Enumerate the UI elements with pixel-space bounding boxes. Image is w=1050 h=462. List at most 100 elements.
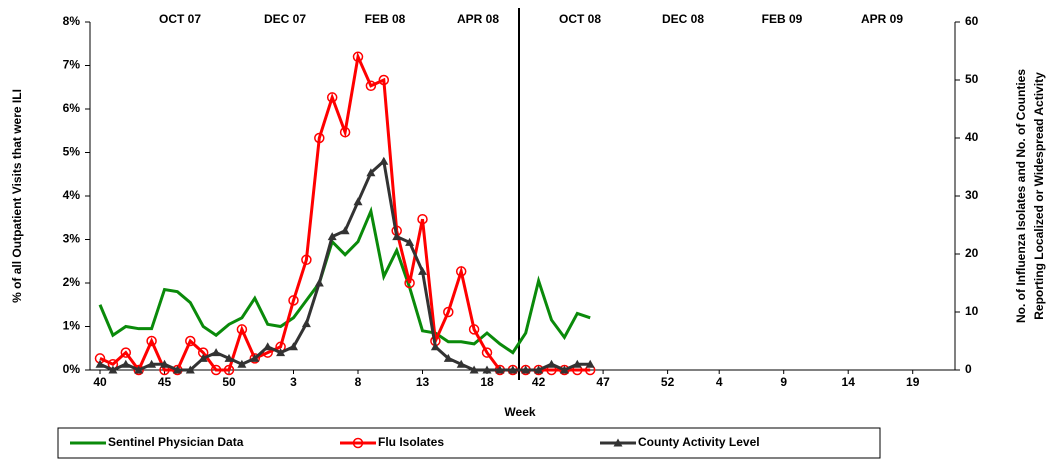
y2-tick-label: 50 bbox=[965, 72, 979, 86]
point bbox=[456, 359, 466, 368]
series-line bbox=[99, 158, 591, 372]
x-axis-label: Week bbox=[504, 405, 535, 419]
y2-axis-label: Reporting Localized or Widespread Activi… bbox=[1032, 72, 1046, 320]
point bbox=[289, 342, 298, 351]
point bbox=[521, 365, 531, 374]
legend-box bbox=[57, 427, 881, 459]
point bbox=[353, 197, 363, 206]
point bbox=[379, 156, 389, 165]
point bbox=[134, 365, 144, 374]
x-tick-label: 13 bbox=[416, 375, 430, 389]
point bbox=[326, 92, 338, 103]
y2-axis-label: No. of Influenza Isolates and No. of Cou… bbox=[1014, 69, 1028, 323]
point bbox=[224, 353, 234, 362]
x-tick-label: 18 bbox=[480, 375, 494, 389]
x-tick-label: 19 bbox=[906, 375, 920, 389]
y-tick-label: 4% bbox=[63, 188, 81, 202]
y2-tick-label: 30 bbox=[965, 188, 979, 202]
x-tick-label: 52 bbox=[661, 375, 675, 389]
legend-label: County Activity Level bbox=[638, 435, 760, 449]
point bbox=[352, 51, 364, 63]
x-tick-label: 42 bbox=[532, 375, 546, 389]
x-tick-label: 3 bbox=[290, 375, 297, 389]
point bbox=[250, 353, 260, 362]
period-label: APR 08 bbox=[457, 12, 499, 26]
legend-label: Sentinel Physician Data bbox=[108, 435, 244, 449]
y-tick-label: 5% bbox=[63, 145, 81, 159]
point bbox=[146, 335, 157, 347]
point bbox=[378, 74, 390, 86]
point bbox=[301, 254, 312, 266]
y2-tick-label: 40 bbox=[965, 130, 979, 144]
point bbox=[405, 237, 415, 246]
y-tick-label: 2% bbox=[63, 275, 81, 289]
point bbox=[223, 364, 235, 376]
point bbox=[418, 266, 427, 275]
x-tick-label: 40 bbox=[93, 375, 107, 389]
point bbox=[534, 365, 544, 374]
point bbox=[301, 319, 311, 328]
point bbox=[327, 232, 337, 241]
x-tick-label: 47 bbox=[596, 375, 610, 389]
y-tick-label: 7% bbox=[63, 58, 81, 72]
period-label: FEB 08 bbox=[365, 12, 406, 26]
point bbox=[288, 295, 299, 306]
point bbox=[95, 359, 105, 368]
point bbox=[147, 359, 157, 368]
point bbox=[572, 359, 582, 368]
period-label: APR 09 bbox=[861, 12, 903, 26]
x-tick-label: 50 bbox=[222, 375, 236, 389]
x-tick-label: 14 bbox=[842, 375, 856, 389]
point bbox=[314, 278, 324, 287]
point bbox=[263, 342, 273, 351]
point bbox=[172, 365, 182, 374]
point bbox=[443, 353, 453, 362]
point bbox=[314, 132, 325, 144]
point bbox=[365, 80, 377, 92]
y2-tick-label: 10 bbox=[965, 304, 979, 318]
series-line bbox=[98, 206, 591, 355]
point bbox=[120, 347, 132, 358]
period-label: OCT 07 bbox=[159, 12, 201, 26]
y-axis-label: % of all Outpatient Visits that were ILI bbox=[10, 89, 24, 303]
point bbox=[508, 365, 518, 374]
y-tick-label: 1% bbox=[63, 319, 81, 333]
y-tick-label: 6% bbox=[63, 101, 81, 115]
legend-label: Flu Isolates bbox=[378, 435, 444, 449]
point bbox=[613, 438, 623, 447]
point bbox=[547, 359, 556, 368]
period-label: DEC 08 bbox=[662, 12, 704, 26]
y-tick-label: 8% bbox=[63, 14, 81, 28]
x-tick-label: 9 bbox=[780, 375, 787, 389]
y-tick-label: 0% bbox=[63, 362, 81, 376]
point bbox=[404, 277, 415, 289]
point bbox=[392, 232, 402, 241]
y2-tick-label: 60 bbox=[965, 14, 979, 28]
period-label: DEC 07 bbox=[264, 12, 306, 26]
point bbox=[198, 353, 208, 362]
point bbox=[443, 306, 454, 318]
point bbox=[185, 335, 196, 347]
point bbox=[430, 342, 440, 351]
point bbox=[121, 359, 131, 368]
point bbox=[237, 359, 247, 368]
point bbox=[236, 324, 248, 335]
point bbox=[160, 359, 169, 368]
point bbox=[482, 365, 492, 374]
point bbox=[469, 365, 479, 374]
point bbox=[455, 266, 467, 277]
point bbox=[585, 359, 595, 368]
point bbox=[276, 348, 286, 357]
series-line bbox=[99, 51, 591, 373]
point bbox=[468, 324, 480, 335]
point bbox=[211, 348, 221, 357]
y2-tick-label: 20 bbox=[965, 246, 979, 260]
point bbox=[185, 365, 195, 374]
point bbox=[366, 168, 376, 177]
point bbox=[559, 365, 569, 374]
point bbox=[481, 347, 493, 358]
point bbox=[352, 437, 364, 449]
x-tick-label: 45 bbox=[158, 375, 172, 389]
y-tick-label: 3% bbox=[63, 232, 81, 246]
period-label: FEB 09 bbox=[762, 12, 803, 26]
